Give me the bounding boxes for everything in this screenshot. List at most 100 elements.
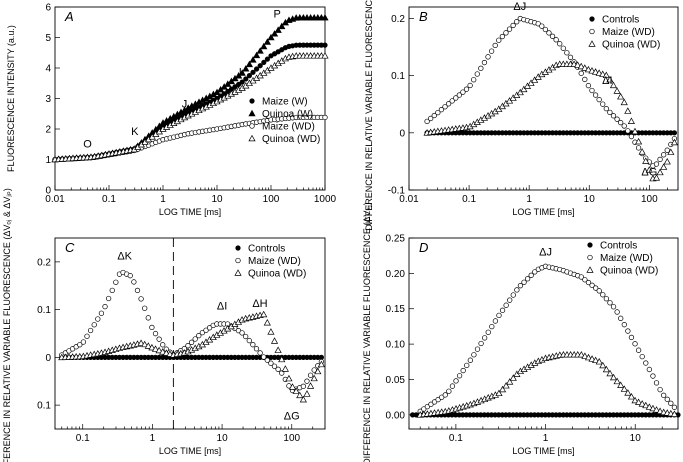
legend-entry: Maize (WD) bbox=[602, 27, 655, 38]
data-point bbox=[149, 324, 155, 331]
data-point bbox=[632, 341, 638, 347]
data-point bbox=[645, 166, 653, 173]
legend-entry: Controls bbox=[248, 244, 285, 255]
x-tick-label: 0.1 bbox=[449, 433, 463, 444]
legend-marker bbox=[587, 254, 593, 261]
data-point bbox=[98, 310, 105, 316]
data-point bbox=[577, 62, 585, 70]
data-point bbox=[482, 335, 488, 341]
data-point bbox=[456, 373, 463, 379]
x-axis-title: LOG TIME [ms] bbox=[159, 207, 221, 217]
data-point bbox=[517, 283, 524, 289]
data-point bbox=[507, 297, 513, 303]
legend-marker bbox=[235, 257, 241, 264]
data-point bbox=[496, 312, 502, 319]
data-point bbox=[192, 336, 198, 342]
data-point bbox=[77, 342, 83, 348]
data-point bbox=[557, 41, 563, 47]
data-point bbox=[613, 377, 621, 385]
data-point bbox=[249, 56, 257, 63]
data-point bbox=[95, 316, 101, 322]
data-point bbox=[531, 76, 539, 83]
data-point bbox=[638, 400, 646, 407]
data-point bbox=[664, 396, 670, 402]
data-point bbox=[435, 109, 441, 116]
x-tick-label: 1 bbox=[526, 194, 532, 205]
legend-marker bbox=[589, 16, 595, 22]
data-point bbox=[471, 77, 477, 83]
y-tick-label: 0.2 bbox=[37, 257, 51, 268]
x-axis-title: LOG TIME [ms] bbox=[159, 446, 221, 456]
y-tick-label: 0.2 bbox=[391, 14, 405, 25]
data-point bbox=[275, 366, 281, 372]
data-point bbox=[607, 300, 613, 306]
data-point bbox=[278, 22, 286, 30]
data-point bbox=[610, 304, 617, 310]
data-point bbox=[585, 279, 592, 286]
y-axis-title: DIFFERENCE IN RELATIVE VARIABLE FLUORESC… bbox=[362, 202, 372, 462]
legend-marker bbox=[589, 28, 595, 35]
y-axis-title: FLUORESCENCE INTENSITY (a.u.) bbox=[6, 25, 16, 172]
data-point bbox=[238, 69, 246, 76]
data-point bbox=[664, 147, 670, 153]
data-point bbox=[564, 50, 570, 56]
data-point bbox=[474, 346, 481, 352]
y-tick-label: 0 bbox=[45, 186, 51, 197]
data-point bbox=[650, 373, 656, 379]
data-point bbox=[300, 383, 307, 389]
panel-b: 0.01 0.1 1 10 100 -0.1 0 0.1 0.2 LOG TIME [ms] DIF… bbox=[364, 0, 679, 231]
data-point bbox=[584, 65, 592, 73]
data-point bbox=[460, 89, 466, 95]
data-point bbox=[288, 383, 297, 390]
x-tick-label: 0.1 bbox=[76, 433, 90, 444]
data-point bbox=[620, 385, 628, 392]
legend-entry: Maize (WD) bbox=[248, 256, 301, 267]
y-axis-title: DIFFERENCE IN RELATIVE VARIABLE FLUORESC… bbox=[364, 0, 374, 231]
series-maize-wd bbox=[59, 269, 325, 394]
legend-entry: Maize (WD) bbox=[600, 253, 653, 264]
data-point bbox=[499, 33, 506, 40]
data-point bbox=[509, 374, 517, 381]
plot-frame bbox=[54, 237, 326, 430]
data-point bbox=[162, 349, 170, 356]
data-point bbox=[599, 70, 607, 77]
x-tick-label: 10 bbox=[630, 433, 642, 444]
data-point bbox=[155, 346, 163, 354]
data-point bbox=[485, 329, 491, 335]
data-point bbox=[656, 407, 664, 414]
data-point bbox=[257, 350, 263, 356]
data-point bbox=[449, 98, 455, 104]
data-point bbox=[506, 378, 514, 385]
data-point bbox=[671, 404, 678, 410]
data-point bbox=[424, 403, 431, 410]
y-tick-label: 0.10 bbox=[386, 340, 406, 351]
data-point bbox=[160, 342, 166, 348]
x-tick-label: 0.1 bbox=[462, 194, 476, 205]
data-point bbox=[131, 279, 137, 285]
data-point bbox=[285, 374, 293, 382]
data-point bbox=[668, 400, 674, 406]
data-point bbox=[488, 48, 495, 54]
x-tick-label: 1000 bbox=[314, 194, 337, 205]
data-point bbox=[314, 367, 322, 375]
data-point bbox=[670, 138, 679, 146]
data-point bbox=[653, 380, 660, 386]
data-point bbox=[446, 388, 452, 394]
data-point bbox=[589, 87, 595, 94]
data-point bbox=[553, 37, 559, 43]
data-point bbox=[439, 394, 445, 400]
legend-entry: Quinoa (WD) bbox=[602, 40, 660, 51]
data-point bbox=[474, 71, 480, 77]
data-point bbox=[250, 69, 256, 75]
x-tick-label: 100 bbox=[641, 194, 658, 205]
data-point bbox=[453, 95, 459, 101]
data-point bbox=[144, 342, 152, 349]
legend-entry: Maize (W) bbox=[262, 97, 308, 108]
data-point bbox=[609, 81, 618, 89]
y-tick-label: 0.1 bbox=[391, 71, 405, 82]
data-point bbox=[84, 333, 90, 339]
series-quinoa-wd bbox=[58, 310, 325, 403]
y-tick-label: 0.00 bbox=[386, 410, 406, 421]
data-point bbox=[627, 117, 635, 124]
